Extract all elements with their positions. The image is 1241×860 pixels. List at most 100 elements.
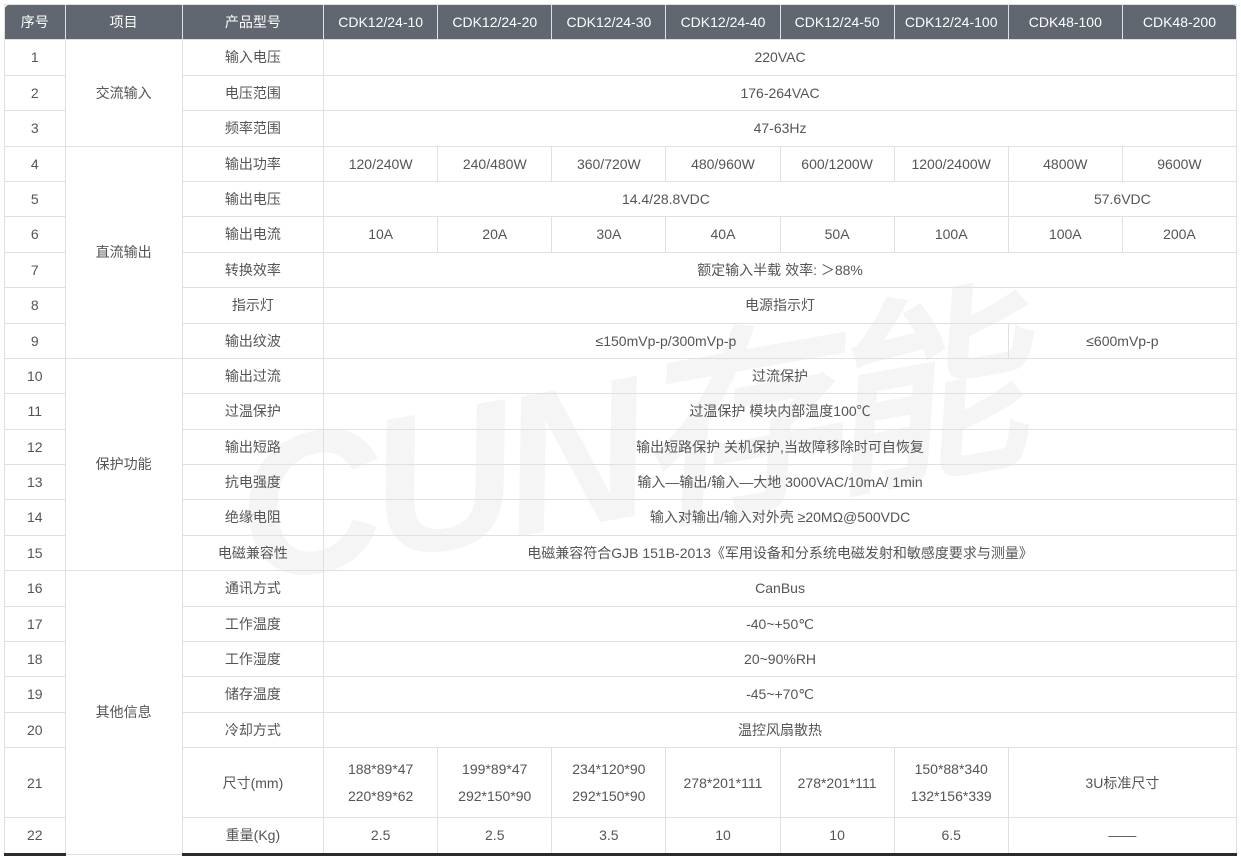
th-c2: CDK12/24-30 (552, 5, 666, 40)
cell-value: 10 (780, 818, 894, 854)
cell-value: —— (1008, 818, 1236, 854)
cell-value: 9600W (1122, 146, 1236, 181)
cell-label: 输出功率 (182, 146, 323, 181)
cell-value: 20~90%RH (324, 642, 1237, 677)
cell-label: 工作温度 (182, 606, 323, 641)
cell-seq: 9 (5, 323, 66, 358)
cell-group: 交流输入 (65, 40, 182, 146)
cell-value: 温控风扇散热 (324, 712, 1237, 747)
th-seq: 序号 (5, 5, 66, 40)
table-row: 21 尺寸(mm) 188*89*47 220*89*62 199*89*47 … (5, 748, 1237, 818)
cell-value: 360/720W (552, 146, 666, 181)
cell-value: 480/960W (666, 146, 780, 181)
cell-seq: 3 (5, 111, 66, 146)
cell-value: 4800W (1008, 146, 1122, 181)
cell-value: 240/480W (438, 146, 552, 181)
dim-line1: 199*89*47 (442, 756, 547, 783)
cell-value: 100A (894, 217, 1008, 252)
cell-value: 1200/2400W (894, 146, 1008, 181)
cell-seq: 2 (5, 75, 66, 110)
cell-seq: 12 (5, 429, 66, 464)
table-row: 20 冷却方式 温控风扇散热 (5, 712, 1237, 747)
th-c3: CDK12/24-40 (666, 5, 780, 40)
cell-label: 输出短路 (182, 429, 323, 464)
cell-label: 指示灯 (182, 288, 323, 323)
cell-seq: 6 (5, 217, 66, 252)
cell-label: 抗电强度 (182, 465, 323, 500)
cell-value: 输入—输出/输入—大地 3000VAC/10mA/ 1min (324, 465, 1237, 500)
cell-value: 2.5 (324, 818, 438, 854)
cell-value: 14.4/28.8VDC (324, 181, 1009, 216)
dim-line2: 220*89*62 (328, 783, 433, 810)
cell-label: 冷却方式 (182, 712, 323, 747)
table-row: 19 储存温度 -45~+70℃ (5, 677, 1237, 712)
cell-label: 输出过流 (182, 358, 323, 393)
cell-value: 176-264VAC (324, 75, 1237, 110)
cell-seq: 16 (5, 571, 66, 606)
th-c7: CDK48-200 (1122, 5, 1236, 40)
cell-value: 120/240W (324, 146, 438, 181)
table-row: 2 电压范围 176-264VAC (5, 75, 1237, 110)
table-row: 22 重量(Kg) 2.5 2.5 3.5 10 10 6.5 —— (5, 818, 1237, 854)
table-row: 6 输出电流 10A 20A 30A 40A 50A 100A 100A 200… (5, 217, 1237, 252)
cell-group: 保护功能 (65, 358, 182, 570)
table-row: 7 转换效率 额定输入半载 效率: ＞88% (5, 252, 1237, 287)
cell-value: -40~+50℃ (324, 606, 1237, 641)
table-row: 9 输出纹波 ≤150mVp-p/300mVp-p ≤600mVp-p (5, 323, 1237, 358)
table-row: 18 工作湿度 20~90%RH (5, 642, 1237, 677)
th-c4: CDK12/24-50 (780, 5, 894, 40)
th-group: 项目 (65, 5, 182, 40)
cell-seq: 13 (5, 465, 66, 500)
cell-seq: 22 (5, 818, 66, 854)
cell-seq: 11 (5, 394, 66, 429)
cell-value: ≤150mVp-p/300mVp-p (324, 323, 1009, 358)
cell-value: 6.5 (894, 818, 1008, 854)
cell-seq: 17 (5, 606, 66, 641)
cell-value: 278*201*111 (666, 748, 780, 818)
cell-label: 频率范围 (182, 111, 323, 146)
table-row: 15 电磁兼容性 电磁兼容符合GJB 151B-2013《军用设备和分系统电磁发… (5, 535, 1237, 570)
cell-seq: 7 (5, 252, 66, 287)
cell-group: 其他信息 (65, 571, 182, 855)
cell-value: 150*88*340 132*156*339 (894, 748, 1008, 818)
cell-value: 600/1200W (780, 146, 894, 181)
cell-label: 绝缘电阻 (182, 500, 323, 535)
table-row: 16 其他信息 通讯方式 CanBus (5, 571, 1237, 606)
cell-value: -45~+70℃ (324, 677, 1237, 712)
cell-value: 额定输入半载 效率: ＞88% (324, 252, 1237, 287)
cell-value: 200A (1122, 217, 1236, 252)
table-row: 13 抗电强度 输入—输出/输入—大地 3000VAC/10mA/ 1min (5, 465, 1237, 500)
th-c1: CDK12/24-20 (438, 5, 552, 40)
cell-label: 通讯方式 (182, 571, 323, 606)
cell-value: 3U标准尺寸 (1008, 748, 1236, 818)
cell-value: 199*89*47 292*150*90 (438, 748, 552, 818)
cell-label: 转换效率 (182, 252, 323, 287)
cell-value: 188*89*47 220*89*62 (324, 748, 438, 818)
table-row: 17 工作温度 -40~+50℃ (5, 606, 1237, 641)
cell-seq: 5 (5, 181, 66, 216)
table-row: 1 交流输入 输入电压 220VAC (5, 40, 1237, 75)
spec-table: 序号 项目 产品型号 CDK12/24-10 CDK12/24-20 CDK12… (4, 4, 1237, 856)
cell-value: 输入对输出/输入对外壳 ≥20MΩ@500VDC (324, 500, 1237, 535)
table-row: 5 输出电压 14.4/28.8VDC 57.6VDC (5, 181, 1237, 216)
dim-line2: 292*150*90 (556, 783, 661, 810)
cell-label: 电磁兼容性 (182, 535, 323, 570)
cell-seq: 10 (5, 358, 66, 393)
cell-value: 过温保护 模块内部温度100℃ (324, 394, 1237, 429)
cell-label: 输出电流 (182, 217, 323, 252)
cell-value: 输出短路保护 关机保护,当故障移除时可自恢复 (324, 429, 1237, 464)
table-row: 12 输出短路 输出短路保护 关机保护,当故障移除时可自恢复 (5, 429, 1237, 464)
cell-value: ≤600mVp-p (1008, 323, 1236, 358)
cell-value: 2.5 (438, 818, 552, 854)
table-row: 3 频率范围 47-63Hz (5, 111, 1237, 146)
cell-seq: 14 (5, 500, 66, 535)
cell-seq: 18 (5, 642, 66, 677)
cell-value: CanBus (324, 571, 1237, 606)
cell-value: 278*201*111 (780, 748, 894, 818)
dim-line1: 234*120*90 (556, 756, 661, 783)
cell-label: 储存温度 (182, 677, 323, 712)
header-row: 序号 项目 产品型号 CDK12/24-10 CDK12/24-20 CDK12… (5, 5, 1237, 40)
cell-label: 工作湿度 (182, 642, 323, 677)
th-c0: CDK12/24-10 (324, 5, 438, 40)
cell-value: 10A (324, 217, 438, 252)
